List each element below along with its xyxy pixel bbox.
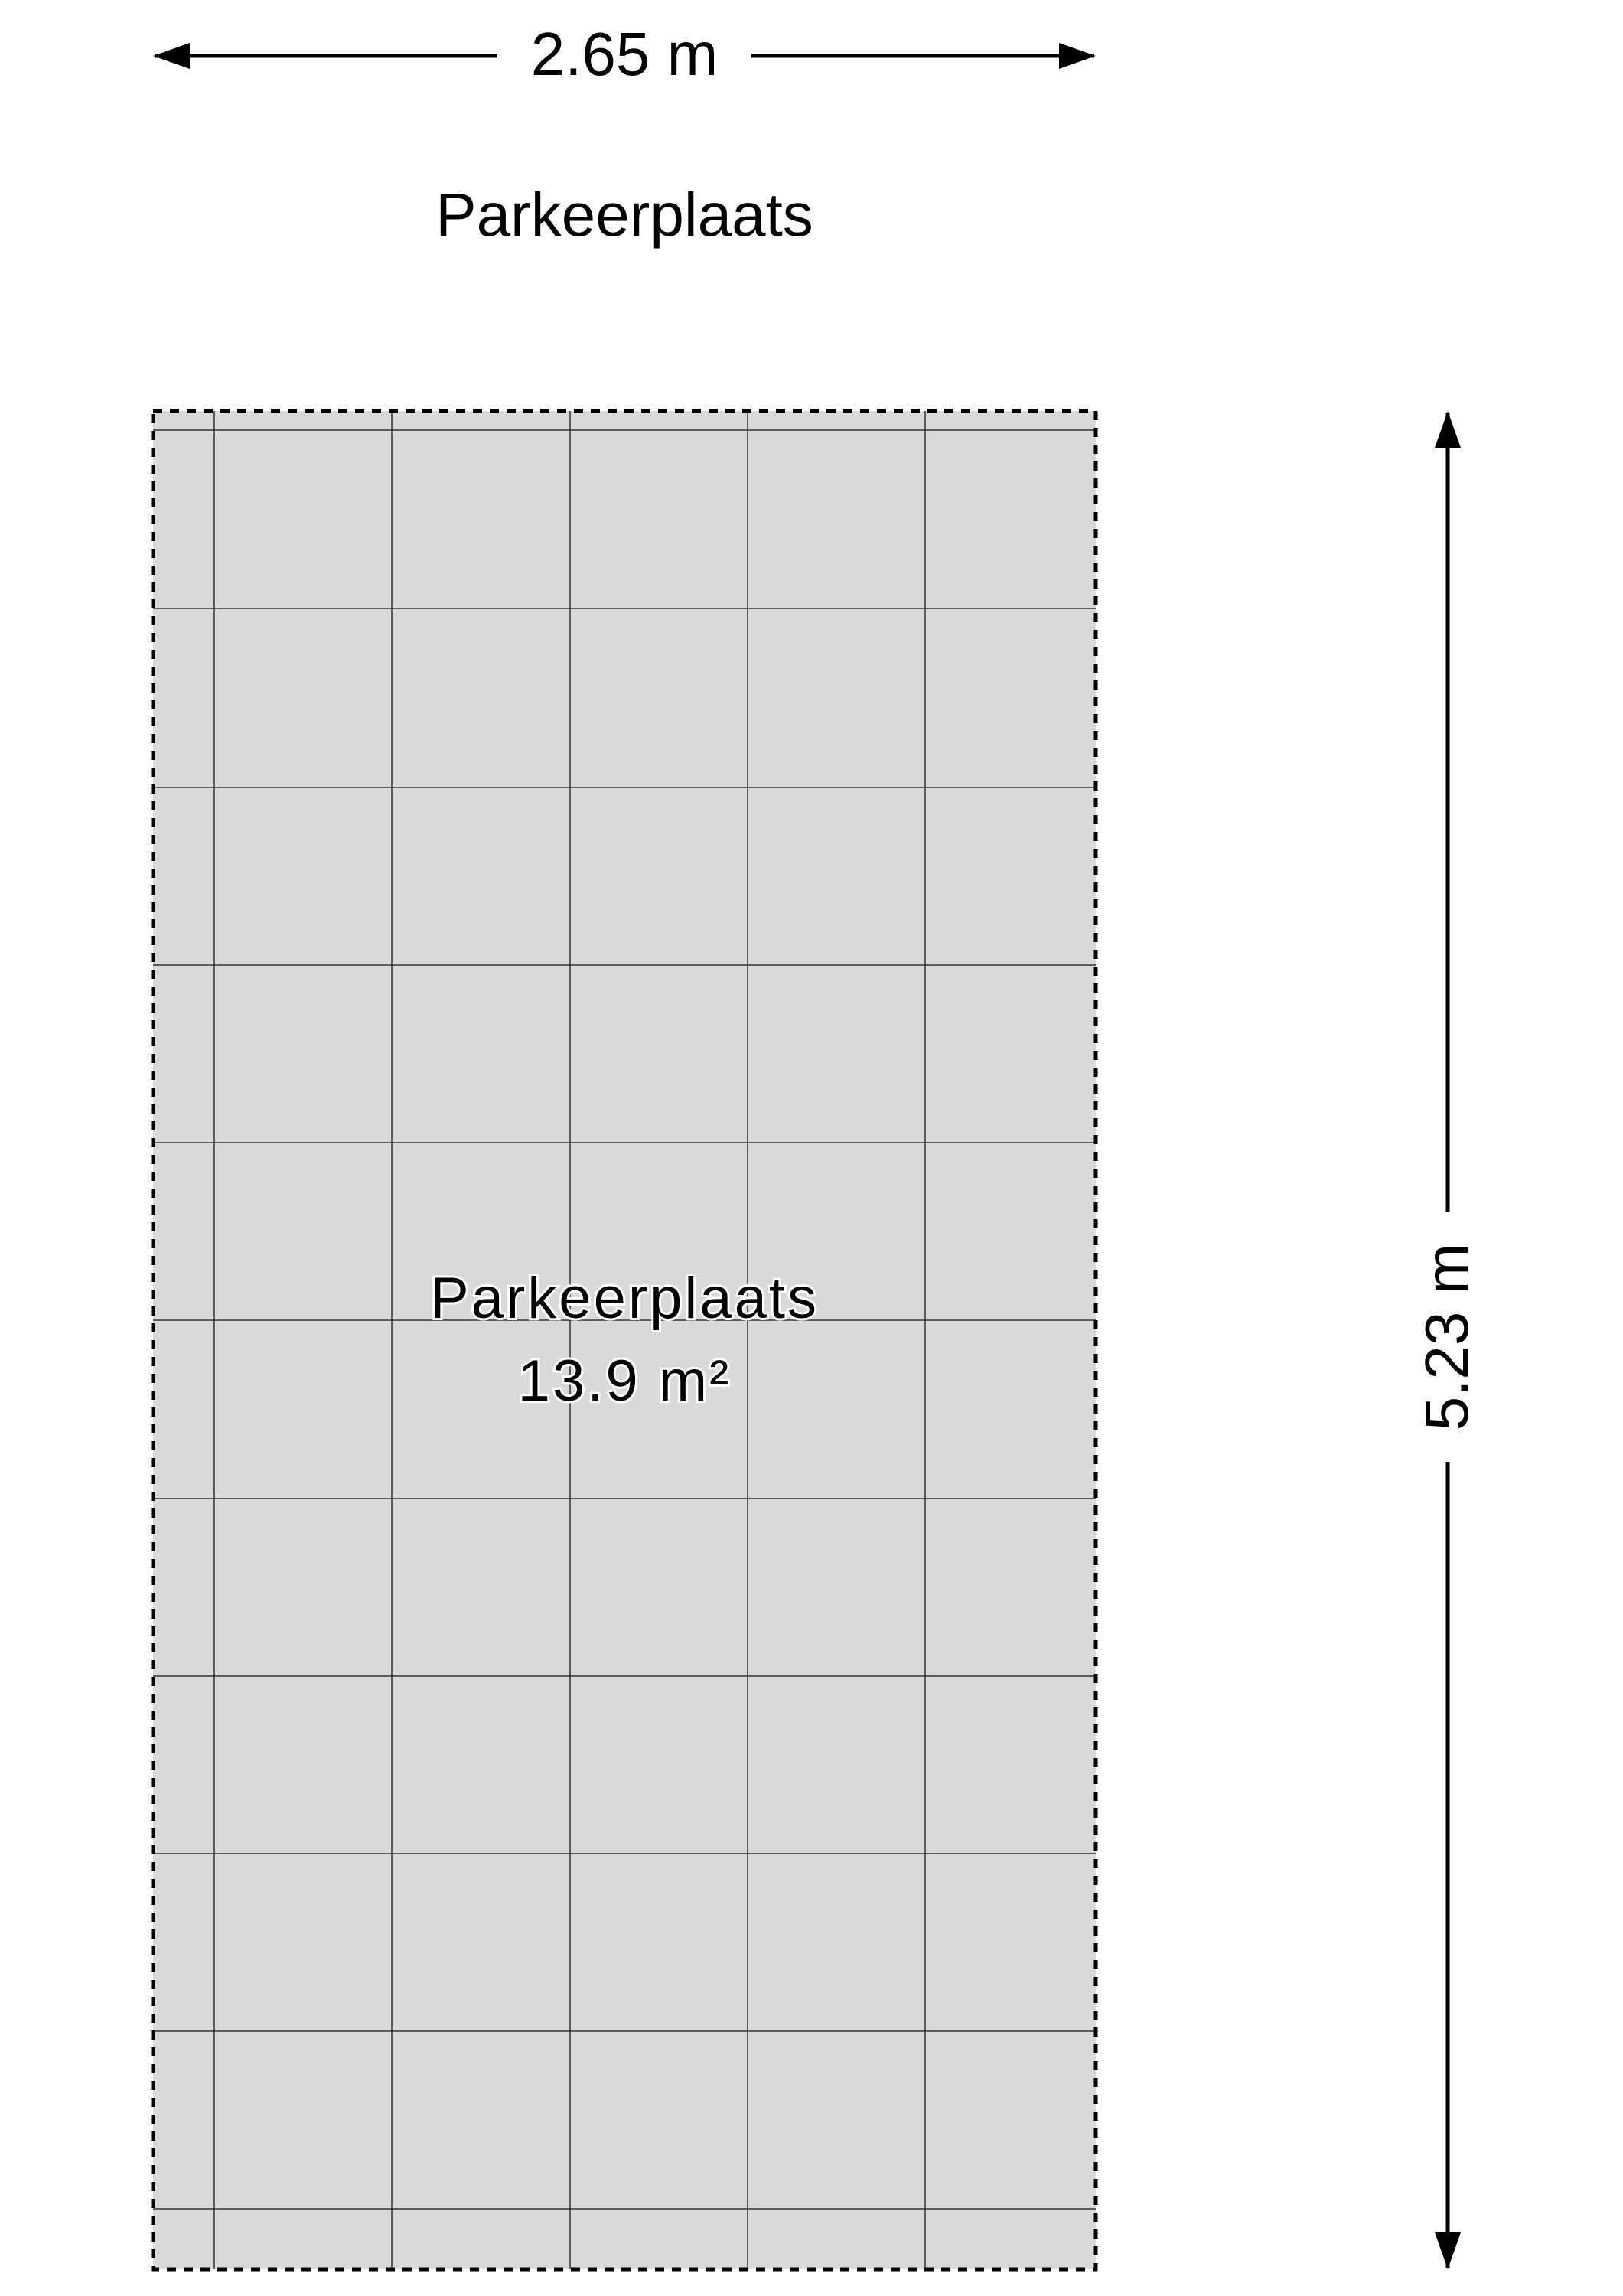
arrow-right-icon — [1059, 43, 1096, 69]
room-floor — [153, 411, 1096, 2269]
room-name: Parkeerplaats — [430, 1266, 819, 1331]
plan-title: Parkeerplaats — [435, 181, 813, 249]
width-dimension-label: 2.65 m — [531, 20, 719, 88]
height-dimension: 5.23 m — [1413, 411, 1481, 2269]
width-dimension: 2.65 m — [153, 20, 1096, 88]
arrow-left-icon — [153, 43, 190, 69]
floor-grid — [153, 411, 1096, 2269]
arrow-up-icon — [1435, 411, 1461, 448]
room-area: 13.9 m² — [518, 1349, 732, 1414]
height-dimension-label: 5.23 m — [1413, 1244, 1481, 1431]
room-outline — [151, 409, 1098, 2272]
arrow-down-icon — [1435, 2232, 1461, 2269]
room-parkeerplaats: Parkeerplaats 13.9 m² — [151, 409, 1098, 2272]
